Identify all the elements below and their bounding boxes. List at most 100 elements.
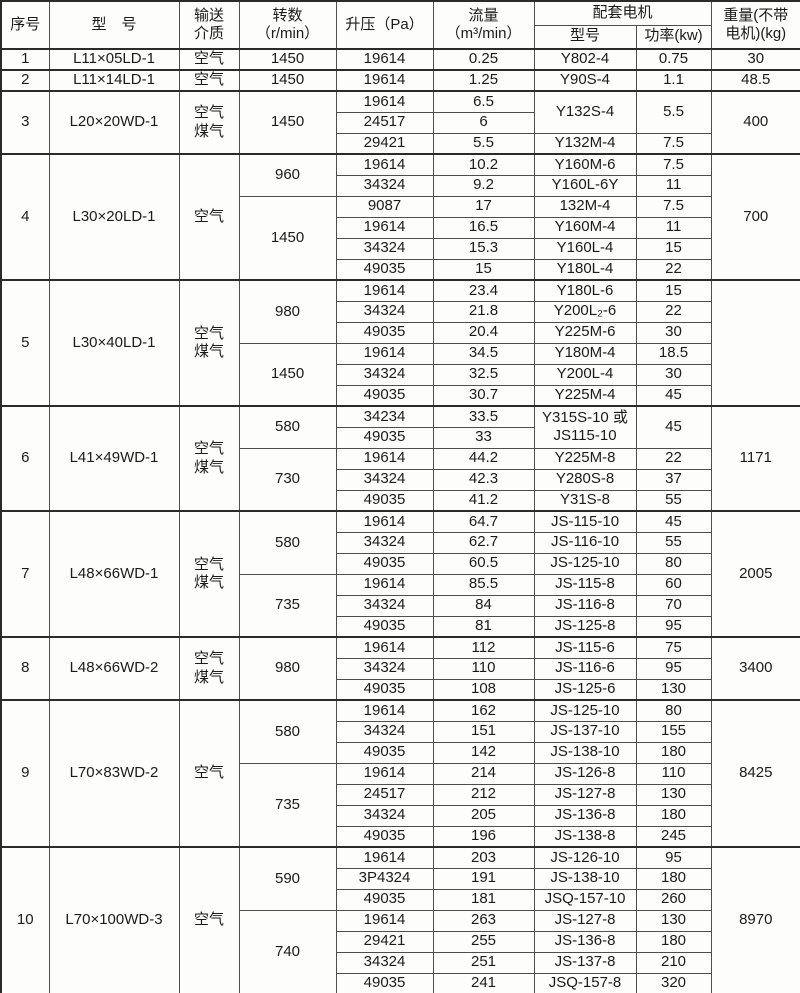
motor-power-cell: 95 [635, 846, 712, 869]
rpm-cell: 960 [238, 153, 337, 197]
serial-cell: 9 [0, 699, 50, 848]
spec-row: 1 L11×05LD-1 空气 1450 19614 0.25 Y802-4 0.75 30 [0, 48, 800, 71]
flow-cell: 108 [432, 678, 535, 701]
pressure-cell: 19614 [335, 279, 434, 302]
pressure-cell: 24517 [335, 111, 434, 134]
motor-power-cell: 60 [635, 573, 712, 596]
flow-cell: 84 [432, 594, 535, 617]
medium-cell: 空气 煤气 [178, 279, 240, 407]
pressure-cell: 19614 [335, 909, 434, 932]
motor-power-cell: 7.5 [635, 132, 712, 155]
spec-row: 49035 41.2 Y31S-8 55 [1, 489, 800, 512]
spec-row: 49035 241 JSQ-157-8 320 [1, 972, 800, 993]
pressure-cell: 19614 [335, 69, 434, 92]
pressure-cell: 34324 [335, 657, 434, 680]
motor-power-cell: 95 [635, 615, 712, 638]
pressure-cell: 34234 [335, 405, 434, 428]
flow-cell: 34.5 [432, 342, 535, 365]
col-header-motor-power: 功率(kw) [635, 24, 712, 50]
flow-cell: 142 [432, 741, 535, 764]
motor-power-cell: 1.1 [635, 69, 712, 92]
motor-power-cell: 55 [635, 531, 712, 554]
motor-power-cell: 11 [635, 174, 712, 197]
pressure-cell: 49035 [335, 426, 434, 449]
motor-power-cell: 11 [635, 216, 712, 239]
pressure-cell: 49035 [335, 321, 434, 344]
serial-cell: 7 [0, 510, 50, 638]
motor-model-cell: Y200L-4 [533, 363, 637, 386]
flow-cell: 263 [432, 909, 535, 932]
motor-model-cell: JS-116-8 [533, 594, 637, 617]
weight-cell: 400 [710, 90, 800, 155]
col-header-serial: 序号 [0, 0, 50, 50]
pressure-cell: 19614 [335, 573, 434, 596]
weight-cell: 2005 [710, 510, 800, 638]
weight-cell: 1171 [710, 405, 800, 512]
flow-cell: 151 [432, 720, 535, 743]
weight-cell: 30 [710, 48, 800, 71]
flow-cell: 9.2 [432, 174, 535, 197]
motor-model-cell: JSQ-157-10 [533, 888, 637, 911]
pressure-cell: 34324 [335, 804, 434, 827]
flow-cell: 212 [432, 783, 535, 806]
serial-cell: 3 [0, 90, 50, 155]
pressure-cell: 49035 [335, 615, 434, 638]
rpm-cell: 1450 [238, 195, 337, 281]
rpm-cell: 1450 [238, 69, 337, 92]
motor-power-cell: 55 [635, 489, 712, 512]
flow-cell: 0.25 [432, 48, 535, 71]
spec-row: 34324 9.2 Y160L-6Y 11 [1, 174, 800, 197]
rpm-cell: 580 [238, 510, 337, 575]
col-header-motor-group: 配套电机 [533, 0, 712, 26]
col-header-speed: 转数 （r/min） [238, 0, 337, 50]
flow-cell: 214 [432, 762, 535, 785]
spec-row: 49035 20.4 Y225M-6 30 [1, 321, 800, 344]
pressure-cell: 49035 [335, 258, 434, 281]
motor-model-cell: Y132S-4 [533, 90, 637, 134]
spec-row: 34324 32.5 Y200L-4 30 [1, 363, 800, 386]
pressure-cell: 19614 [335, 846, 434, 869]
motor-power-cell: 70 [635, 594, 712, 617]
spec-row: 1450 9087 17 132M-4 7.5 [1, 195, 800, 281]
flow-cell: 32.5 [432, 363, 535, 386]
motor-power-cell: 45 [635, 405, 712, 449]
motor-model-cell: JS-138-10 [533, 741, 637, 764]
motor-model-cell: Y180L-6 [533, 279, 637, 302]
flow-cell: 21.8 [432, 300, 535, 323]
motor-power-cell: 80 [635, 699, 712, 722]
medium-cell: 空气 [178, 153, 240, 281]
rpm-cell: 730 [238, 447, 337, 512]
weight-cell [710, 279, 800, 407]
spec-row: 3P4324 191 JS-138-10 180 [1, 867, 800, 890]
spec-row: 740 19614 263 JS-127-8 130 [1, 909, 800, 993]
weight-cell: 8970 [710, 846, 800, 993]
spec-row: 6 L41×49WD-1 空气 煤气 580 34234 33.5 Y315S-10 或 JS1… [0, 405, 800, 512]
serial-cell: 4 [0, 153, 50, 281]
weight-cell: 700 [710, 153, 800, 281]
pressure-cell: 34324 [335, 468, 434, 491]
flow-cell: 17 [432, 195, 535, 218]
medium-cell: 空气 煤气 [178, 636, 240, 701]
motor-power-cell: 130 [635, 678, 712, 701]
flow-cell: 33.5 [432, 405, 535, 428]
medium-cell: 空气 煤气 [178, 510, 240, 638]
pressure-cell: 34324 [335, 363, 434, 386]
pressure-cell: 19614 [335, 90, 434, 113]
rpm-cell: 580 [238, 699, 337, 764]
spec-row: 735 19614 85.5 JS-115-8 60 [1, 573, 800, 638]
medium-cell: 空气 [178, 69, 240, 92]
motor-power-cell: 15 [635, 237, 712, 260]
motor-model-cell: Y31S-8 [533, 489, 637, 512]
model-cell: L11×14LD-1 [48, 69, 180, 92]
flow-cell: 62.7 [432, 531, 535, 554]
motor-model-cell: JS-125-8 [533, 615, 637, 638]
motor-model-cell: JS-126-8 [533, 762, 637, 785]
motor-model-cell: JS-116-6 [533, 657, 637, 680]
serial-cell: 6 [0, 405, 50, 512]
flow-cell: 15 [432, 258, 535, 281]
motor-model-cell: Y180M-4 [533, 342, 637, 365]
col-header-medium-line1: 输送 [193, 6, 224, 24]
spec-row: 49035 196 JS-138-8 245 [1, 825, 800, 848]
pressure-cell: 19614 [335, 48, 434, 71]
